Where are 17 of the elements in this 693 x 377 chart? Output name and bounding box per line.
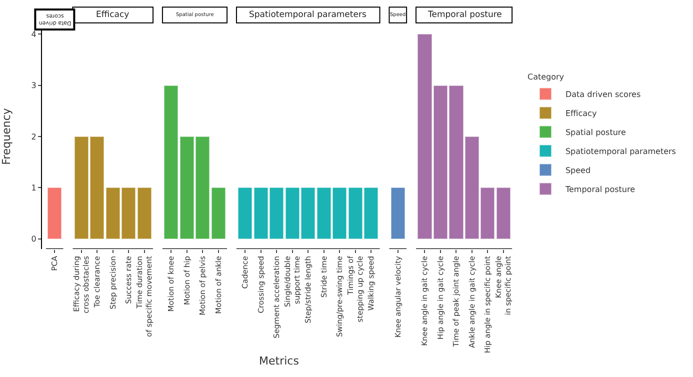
y-tick-label: 2 [31,132,36,142]
y-axis-title: Frequency [0,108,13,165]
text: Temporal posture [428,10,502,20]
text: Efficacy [96,10,130,20]
legend-label: Spatiotemporal parameters [565,147,676,156]
legend-label: Speed [565,166,591,176]
y-tick-label: 0 [31,234,36,244]
legend-title: Category [527,72,564,82]
y-tick-label: 4 [31,30,36,40]
text: Spatiotemporal parameters [249,10,366,20]
x-axis-title: Metrics [259,354,300,368]
legend-label: Spatial posture [565,128,626,138]
legend-label: Efficacy [565,109,597,118]
legend-label: Data driven scores [565,90,641,100]
legend-label: Temporal posture [564,185,636,194]
y-tick-label: 3 [31,81,36,90]
y-tick-label: 1 [31,183,36,192]
